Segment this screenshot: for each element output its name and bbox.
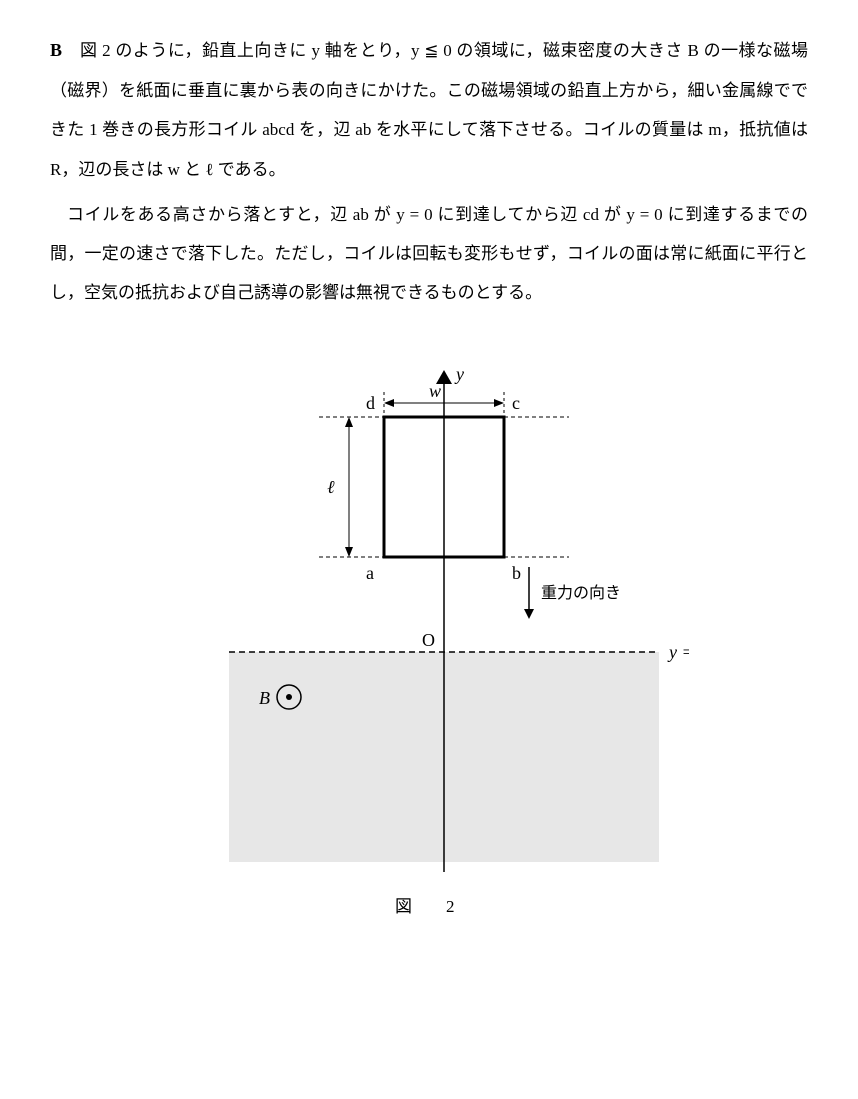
para2-text: コイルをある高さから落とすと，辺 ab が y = 0 に到達してから辺 cd …: [50, 205, 808, 302]
paragraph-2: コイルをある高さから落とすと，辺 ab が y = 0 に到達してから辺 cd …: [50, 195, 808, 312]
svg-text:y = 0: y = 0: [667, 642, 689, 662]
figure-caption: 図 2: [395, 892, 463, 917]
figure-container: yw ℓ d c a b 重力の向き Oy = 0 B 図 2: [50, 342, 808, 917]
svg-text:O: O: [422, 630, 435, 650]
svg-text:c: c: [512, 393, 520, 413]
figure-svg: yw ℓ d c a b 重力の向き Oy = 0 B: [169, 342, 689, 882]
svg-text:ℓ: ℓ: [327, 477, 335, 497]
svg-text:y: y: [454, 364, 464, 384]
svg-text:重力の向き: 重力の向き: [541, 584, 621, 602]
svg-text:b: b: [512, 563, 521, 583]
section-label: B: [50, 40, 62, 60]
svg-text:d: d: [366, 393, 375, 413]
paragraph-1: B 図 2 のように，鉛直上向きに y 軸をとり，y ≦ 0 の領域に，磁束密度…: [50, 30, 808, 189]
svg-text:a: a: [366, 563, 374, 583]
para1-text: 図 2 のように，鉛直上向きに y 軸をとり，y ≦ 0 の領域に，磁束密度の大…: [50, 41, 808, 179]
svg-text:B: B: [259, 688, 270, 708]
svg-text:w: w: [429, 381, 441, 401]
